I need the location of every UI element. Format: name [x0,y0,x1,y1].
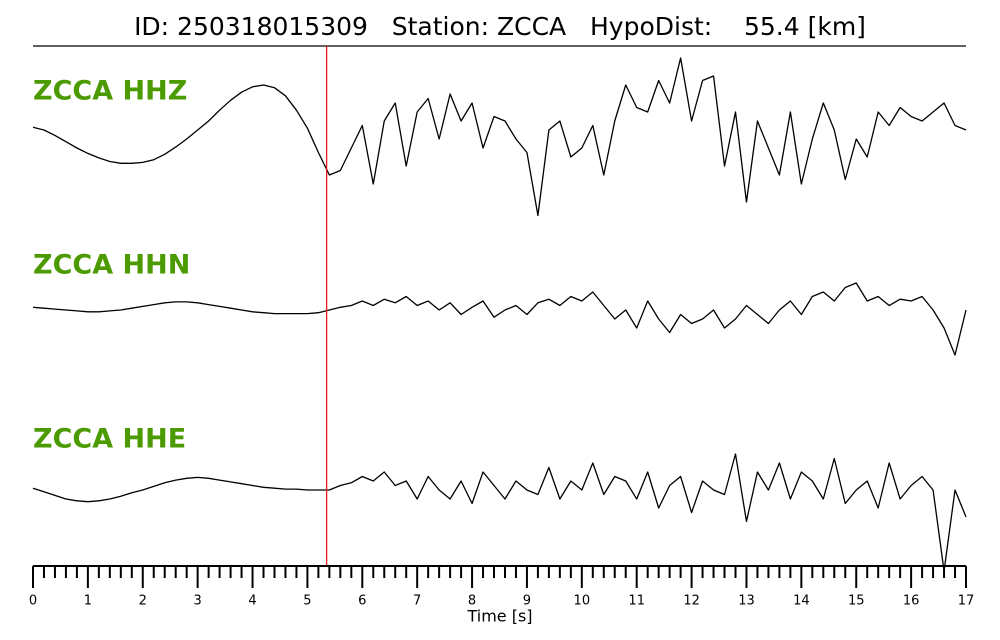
waveform [32,282,967,356]
x-tick-label: 0 [29,594,37,609]
x-tick-label: 7 [413,594,421,609]
x-tick-label: 17 [958,594,975,609]
x-tick-label: 5 [303,594,311,609]
x-axis-label: Time [s] [466,607,532,626]
x-tick-label: 3 [194,594,202,609]
x-tick-label: 10 [574,594,591,609]
chart-title: ID: 250318015309 Station: ZCCA HypoDist:… [134,12,866,41]
x-tick-label: 6 [358,594,366,609]
x-tick-label: 8 [468,594,476,609]
x-tick-label: 16 [903,594,920,609]
x-tick-label: 11 [628,594,645,609]
x-tick-label: 12 [683,594,700,609]
waveform [32,453,967,572]
trace-label: ZCCA HHZ [33,76,187,107]
x-tick-label: 14 [793,594,810,609]
x-tick-label: 9 [523,594,531,609]
x-tick-label: 15 [848,594,865,609]
x-tick-label: 2 [139,594,147,609]
x-tick-label: 1 [84,594,92,609]
trace-label: ZCCA HHN [33,250,190,281]
x-tick-label: 13 [738,594,755,609]
waveform [32,57,967,217]
trace-label: ZCCA HHE [33,424,186,455]
x-tick-label: 4 [248,594,256,609]
